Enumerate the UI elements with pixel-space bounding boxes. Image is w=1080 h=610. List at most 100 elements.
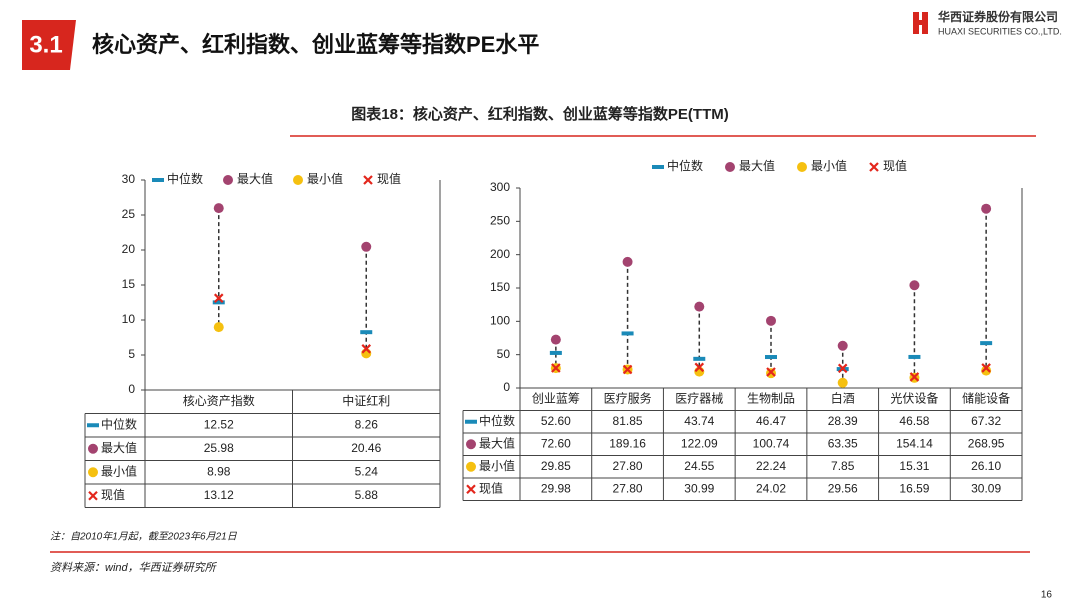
table-row-label: 最大值	[479, 435, 515, 450]
company-name: 华西证券股份有限公司	[938, 9, 1058, 24]
table-cell: 13.12	[204, 488, 234, 502]
x-marker	[361, 344, 372, 354]
dot-marker	[293, 175, 303, 185]
y-tick-label: 10	[122, 312, 136, 326]
table-cell: 122.09	[681, 436, 718, 450]
table-cell: 30.09	[971, 481, 1001, 495]
x-marker	[551, 363, 561, 373]
table-row-label: 最小值	[479, 458, 515, 473]
x-marker	[694, 362, 705, 373]
table-cell: 20.46	[351, 441, 381, 455]
y-tick-label: 150	[490, 280, 510, 294]
x-marker	[466, 484, 476, 495]
table-cell: 8.98	[207, 464, 231, 478]
note: 注：自2010年1月起，截至2023年6月21日	[50, 531, 238, 543]
table-cell: 5.88	[355, 488, 379, 502]
table-header: 储能设备	[962, 390, 1010, 405]
table-cell: 100.74	[753, 436, 790, 450]
median-marker	[908, 354, 921, 359]
dot-marker	[88, 467, 98, 478]
dot-marker	[909, 280, 920, 291]
table-cell: 15.31	[899, 459, 929, 473]
dot-marker	[466, 439, 476, 450]
table-cell: 5.24	[355, 464, 379, 478]
table-cell: 8.26	[355, 417, 379, 431]
y-tick-label: 25	[122, 207, 136, 221]
table-cell: 67.32	[971, 414, 1001, 428]
x-marker	[213, 293, 224, 303]
y-tick-label: 300	[490, 180, 510, 194]
y-tick-label: 30	[122, 172, 136, 186]
section-number: 3.1	[29, 31, 62, 58]
median-marker	[152, 178, 164, 182]
median-marker	[980, 341, 993, 346]
legend-label: 最小值	[811, 158, 847, 173]
table-cell: 26.10	[971, 459, 1001, 473]
x-marker	[869, 162, 879, 172]
table-row-label: 现值	[101, 487, 125, 502]
table-cell: 16.59	[899, 481, 929, 495]
x-marker	[88, 490, 98, 501]
table-cell: 24.02	[756, 481, 786, 495]
dot-marker	[797, 162, 807, 172]
dot-marker	[766, 315, 776, 326]
table-row-label: 中位数	[479, 413, 515, 428]
median-marker	[465, 419, 477, 424]
dot-marker	[361, 241, 372, 252]
x-marker	[981, 363, 991, 373]
table-cell: 29.56	[828, 481, 858, 495]
legend-label: 最大值	[237, 171, 273, 186]
legend-label: 最大值	[739, 158, 775, 173]
dot-marker	[466, 461, 476, 472]
dot-marker	[223, 175, 233, 185]
y-tick-label: 50	[497, 347, 511, 361]
table-cell: 29.85	[541, 459, 571, 473]
dot-marker	[725, 162, 735, 172]
table-cell: 72.60	[541, 436, 571, 450]
dot-marker	[837, 340, 848, 351]
median-marker	[87, 423, 99, 428]
table-cell: 27.80	[613, 459, 643, 473]
table-cell: 24.55	[684, 459, 714, 473]
dot-marker	[981, 203, 992, 214]
x-marker	[363, 175, 373, 185]
table-cell: 63.35	[828, 436, 858, 450]
legend-label: 中位数	[167, 171, 203, 186]
table-cell: 29.98	[541, 481, 571, 495]
page-number: 16	[1041, 590, 1053, 601]
table-header: 光伏设备	[890, 391, 938, 405]
table-row-label: 最大值	[101, 440, 137, 455]
logo-icon	[913, 20, 928, 25]
y-tick-label: 0	[128, 382, 135, 396]
y-tick-label: 20	[122, 242, 136, 256]
table-cell: 25.98	[204, 441, 234, 455]
table-cell: 46.47	[756, 414, 786, 428]
x-marker	[622, 364, 633, 375]
table-cell: 46.58	[899, 414, 929, 428]
table-row-label: 现值	[479, 480, 503, 495]
dot-marker	[88, 443, 98, 454]
table-cell: 268.95	[968, 436, 1005, 450]
dot-marker	[694, 301, 705, 312]
table-cell: 7.85	[831, 459, 855, 473]
dot-marker	[981, 365, 992, 376]
legend-label: 现值	[377, 171, 401, 186]
table-cell: 43.74	[684, 414, 714, 428]
table-row-label: 中位数	[101, 416, 137, 431]
median-marker	[765, 355, 777, 360]
y-tick-label: 15	[122, 277, 136, 291]
table-cell: 81.85	[613, 414, 643, 428]
dot-marker	[213, 203, 224, 214]
table-cell: 28.39	[828, 414, 858, 428]
table-header: 生物制品	[747, 391, 795, 405]
table-cell: 30.99	[684, 481, 714, 495]
dot-marker	[622, 256, 633, 267]
source: 资料来源：wind，华西证券研究所	[50, 561, 218, 574]
company-name-en: HUAXI SECURITIES CO.,LTD.	[938, 26, 1062, 36]
table-cell: 27.80	[613, 481, 643, 495]
x-marker	[837, 363, 848, 374]
legend-label: 最小值	[307, 171, 343, 186]
y-tick-label: 0	[503, 380, 510, 394]
table-header: 核心资产指数	[183, 393, 255, 408]
